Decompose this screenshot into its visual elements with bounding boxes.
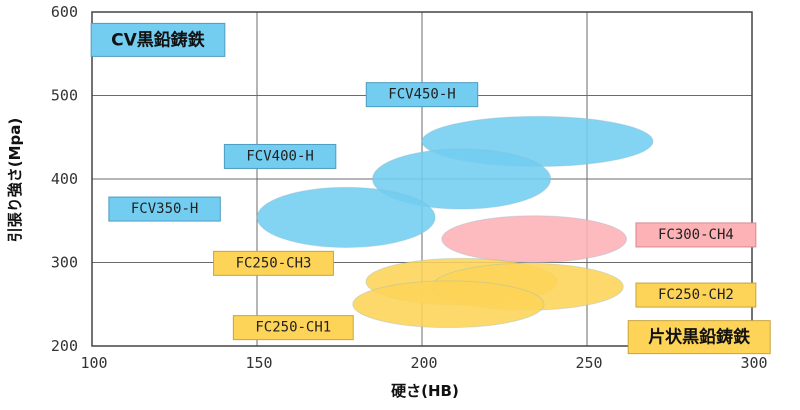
label-box: FC250-CH2 bbox=[635, 282, 757, 308]
region-fc300-ch4 bbox=[441, 215, 628, 263]
label-box-bg bbox=[635, 282, 757, 308]
label-box-bg bbox=[635, 222, 757, 248]
y-tick-label: 600 bbox=[51, 3, 78, 21]
x-tick-label: 200 bbox=[410, 354, 437, 372]
label-text: FCV450-H bbox=[388, 87, 455, 103]
region-cv黒鉛鋳鉄 bbox=[256, 186, 436, 248]
label-box-bg bbox=[223, 143, 337, 169]
label-text: FC250-CH1 bbox=[255, 320, 331, 336]
label-text: CV黒鉛鋳鉄 bbox=[111, 29, 205, 50]
x-tick-label: 150 bbox=[245, 354, 272, 372]
region-layer bbox=[256, 115, 654, 329]
label-box-bg bbox=[90, 22, 226, 57]
x-axis-label: 硬さ(HB) bbox=[391, 382, 459, 400]
label-text: 片状黒鉛鋳鉄 bbox=[648, 327, 750, 348]
y-axis-label: 引張り強さ(Mpa) bbox=[6, 118, 24, 243]
label-box-bg bbox=[365, 82, 479, 108]
plot-border bbox=[91, 11, 753, 347]
label-box-bg bbox=[213, 250, 334, 276]
region-cv黒鉛鋳鉄 bbox=[372, 148, 552, 210]
label-box-bg bbox=[627, 320, 771, 355]
series-labels: CV黒鉛鋳鉄 FCV450-H FCV400-H FCV350-H FC300-CH4 F… bbox=[90, 22, 771, 355]
x-tick-label: 300 bbox=[740, 354, 767, 372]
label-box: FCV450-H bbox=[365, 82, 479, 108]
label-text: FC300-CH4 bbox=[658, 227, 734, 243]
y-tick-label: 400 bbox=[51, 170, 78, 188]
label-text: FCV400-H bbox=[246, 148, 313, 164]
label-box: FC250-CH1 bbox=[232, 315, 354, 341]
x-tick-label: 250 bbox=[575, 354, 602, 372]
label-text: FC250-CH2 bbox=[658, 287, 734, 303]
label-box-bg bbox=[232, 315, 354, 341]
y-tick-label: 200 bbox=[51, 337, 78, 355]
label-box: FC300-CH4 bbox=[635, 222, 757, 248]
tick-labels: 100 150 200 250 300 200 300 400 500 600 bbox=[51, 3, 768, 372]
label-text: FC250-CH3 bbox=[236, 255, 312, 271]
label-box: FC250-CH3 bbox=[213, 250, 334, 276]
label-box: CV黒鉛鋳鉄 bbox=[90, 22, 226, 57]
y-tick-label: 300 bbox=[51, 254, 78, 272]
label-box-bg bbox=[108, 196, 221, 222]
label-box: FCV350-H bbox=[108, 196, 221, 222]
label-box: FCV400-H bbox=[223, 143, 337, 169]
label-text: FCV350-H bbox=[131, 201, 198, 217]
region-fc250-ch1 bbox=[352, 280, 545, 329]
y-tick-label: 500 bbox=[51, 87, 78, 105]
plot-frame bbox=[91, 11, 753, 347]
x-tick-label: 100 bbox=[80, 354, 107, 372]
label-box: 片状黒鉛鋳鉄 bbox=[627, 320, 771, 355]
